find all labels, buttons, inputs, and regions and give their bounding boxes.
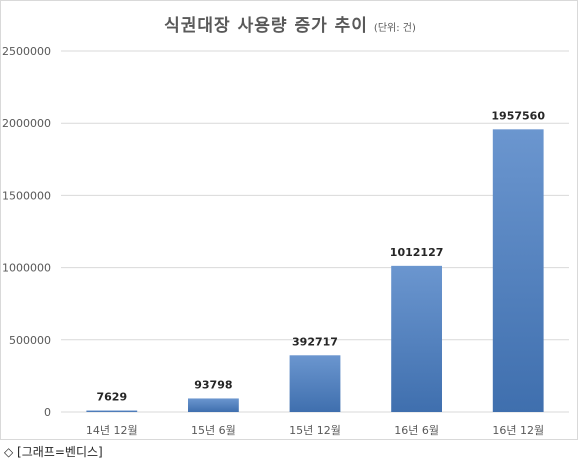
bar xyxy=(188,398,239,412)
data-label: 93798 xyxy=(194,378,232,391)
chart-frame: 식권대장 사용량 증가 추이 (단위: 건) 0 500000 1000000 1500… xyxy=(0,0,578,440)
data-label: 1957560 xyxy=(491,109,545,122)
chart-title-text: 식권대장 사용량 증가 추이 xyxy=(164,16,368,36)
y-tick-label: 2000000 xyxy=(2,117,51,130)
y-tick-label: 500000 xyxy=(9,334,51,347)
bars xyxy=(86,129,544,412)
source-caption: ◇ [그래프=벤디스] xyxy=(4,445,103,459)
x-category-label: 16년 6월 xyxy=(394,424,439,437)
data-label: 7629 xyxy=(96,391,127,404)
y-tick-label: 2500000 xyxy=(2,45,51,58)
x-category-label: 14년 12월 xyxy=(86,424,138,437)
y-tick-label: 1500000 xyxy=(2,189,51,202)
bar xyxy=(492,129,544,412)
y-tick-label: 1000000 xyxy=(2,262,51,275)
x-category-label: 15년 12월 xyxy=(289,424,341,437)
x-category-label: 15년 6월 xyxy=(191,424,236,437)
bar-chart: 0 500000 1000000 1500000 2000000 2500000 7629… xyxy=(2,45,569,437)
y-tick-label: 0 xyxy=(44,406,51,419)
x-category-label: 16년 12월 xyxy=(492,424,544,437)
x-axis-categories: 14년 12월 15년 6월 15년 12월 16년 6월 16년 12월 xyxy=(86,424,544,437)
y-axis-ticks: 0 500000 1000000 1500000 2000000 2500000 xyxy=(2,45,51,419)
data-label: 392717 xyxy=(292,335,338,348)
bar xyxy=(391,265,442,412)
bar xyxy=(289,355,341,412)
data-labels: 7629 93798 392717 1012127 1957560 xyxy=(96,109,545,403)
data-label: 1012127 xyxy=(390,246,444,259)
unit-note: (단위: 건) xyxy=(373,23,416,34)
chart-title: 식권대장 사용량 증가 추이 (단위: 건) xyxy=(1,11,578,36)
bar xyxy=(86,410,138,412)
